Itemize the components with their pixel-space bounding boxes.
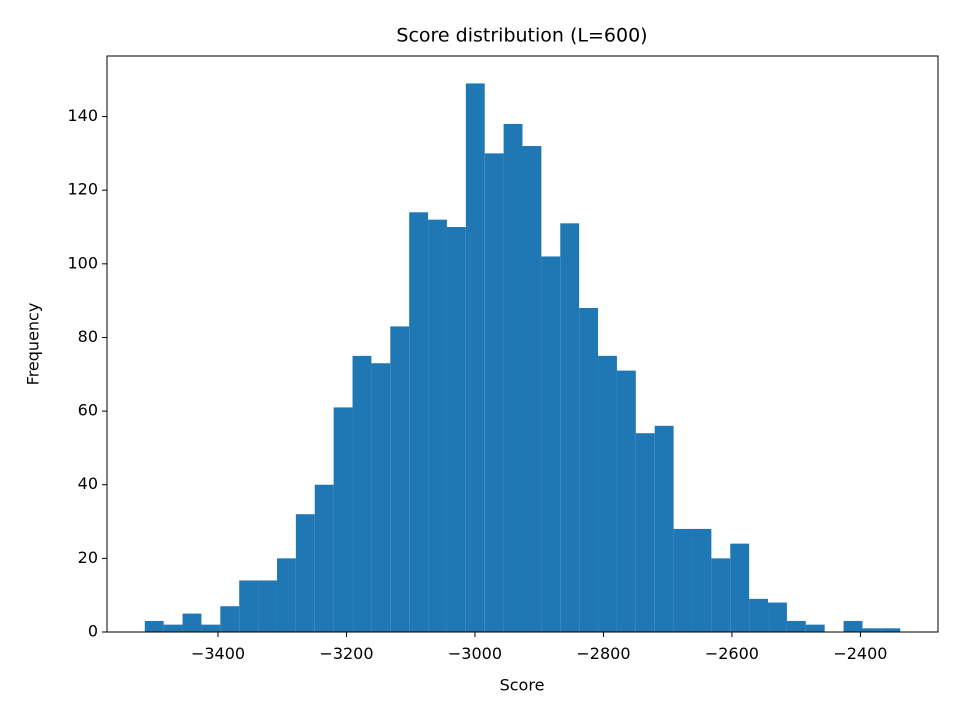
bar (428, 219, 447, 632)
x-axis-label: Score (500, 676, 545, 695)
bar (843, 620, 863, 632)
bar (201, 624, 221, 632)
bar (881, 628, 901, 632)
x-tick-label: −3400 (191, 644, 245, 663)
bar (409, 212, 429, 632)
bar (503, 123, 523, 633)
bar (465, 83, 485, 632)
bar (258, 580, 277, 632)
plot-frame (106, 55, 939, 633)
bar (862, 628, 882, 632)
bar (749, 598, 769, 632)
bar (144, 620, 164, 632)
bar (786, 620, 806, 632)
bar (579, 308, 599, 632)
bar (239, 580, 259, 632)
bar (446, 227, 466, 632)
y-tick-label: 20 (78, 548, 98, 567)
chart-title: Score distribution (L=600) (396, 25, 647, 47)
bar (768, 602, 787, 632)
bar (635, 433, 655, 632)
bar (220, 606, 240, 632)
bar (371, 363, 391, 632)
bar (276, 558, 296, 632)
x-tick-label: −2600 (705, 644, 759, 663)
bar (560, 223, 580, 632)
bar (616, 370, 636, 632)
y-tick-label: 80 (78, 327, 98, 346)
y-tick-label: 40 (78, 474, 98, 493)
x-tick-label: −3200 (319, 644, 373, 663)
bar (598, 355, 617, 632)
y-tick-label: 60 (78, 401, 98, 420)
bar (295, 514, 315, 632)
bar (692, 528, 712, 632)
y-tick-label: 120 (67, 180, 98, 199)
bar (333, 407, 353, 632)
y-axis-label: Frequency (24, 303, 43, 386)
y-tick-label: 0 (88, 622, 98, 641)
bar (163, 624, 183, 632)
bar (352, 355, 372, 632)
x-tick-label: −2400 (833, 644, 887, 663)
bar (541, 256, 561, 632)
bar (654, 425, 674, 632)
bar (314, 484, 334, 632)
bar (390, 326, 410, 632)
bar (484, 153, 504, 633)
bar (711, 558, 731, 632)
y-tick-label: 140 (67, 106, 98, 125)
bar (805, 624, 825, 632)
x-tick-label: −2800 (576, 644, 630, 663)
bar (182, 613, 202, 632)
bar (522, 146, 542, 632)
bar (673, 528, 693, 632)
y-tick-label: 100 (67, 253, 98, 272)
x-tick-label: −3000 (448, 644, 502, 663)
bar (730, 543, 750, 632)
